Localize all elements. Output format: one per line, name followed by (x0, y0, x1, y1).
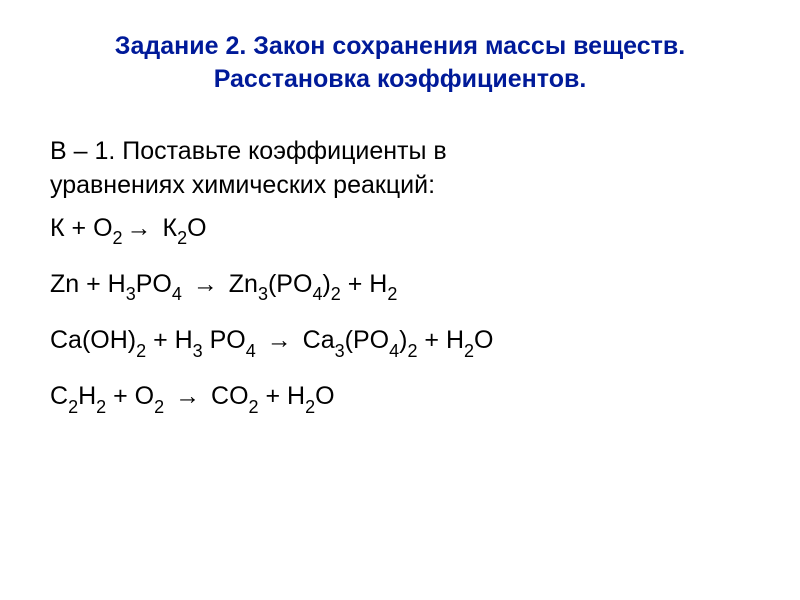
eq4-t6: + H (259, 382, 306, 410)
eq1-rhs-a: К (156, 214, 178, 242)
intro-text: В – 1. Поставьте коэффициенты в уравнени… (50, 135, 750, 203)
eq3-s2: 3 (193, 341, 203, 361)
eq3-s4: 3 (335, 341, 345, 361)
equation-3: Ca(OH)2 + H3 PO4 → Ca3(PO4)2 + H2O (50, 323, 750, 361)
eq3-s7: 2 (464, 341, 474, 361)
eq1-lhs-b: O (93, 214, 112, 242)
eq3-s1: 2 (136, 341, 146, 361)
eq2-s6: 2 (387, 284, 397, 304)
intro-line2: уравнениях химических реакций: (50, 171, 435, 199)
arrow-icon: → (189, 267, 222, 302)
eq2-t7: + H (341, 270, 388, 298)
eq3-s6: 2 (407, 341, 417, 361)
eq4-t7: O (315, 382, 334, 410)
eq2-s5: 2 (331, 284, 341, 304)
title-line1: Задание 2. Закон сохранения массы вещест… (115, 32, 685, 60)
eq2-s4: 4 (312, 284, 322, 304)
eq2-s2: 4 (172, 284, 182, 304)
eq4-s1: 2 (68, 397, 78, 417)
eq3-s5: 4 (389, 341, 399, 361)
eq2-t2: PO (136, 270, 172, 298)
eq4-s5: 2 (305, 397, 315, 417)
eq2-s3: 3 (258, 284, 268, 304)
eq3-t6: (PO (345, 326, 389, 354)
eq3-s3: 4 (246, 341, 256, 361)
eq4-t3: + O (106, 382, 154, 410)
eq3-t8: + H (417, 326, 464, 354)
arrow-icon: → (171, 379, 204, 414)
eq2-t4: Zn (222, 270, 258, 298)
eq4-t1: C (50, 382, 68, 410)
eq4-t4 (164, 382, 171, 410)
eq1-rhs-b: О (187, 214, 206, 242)
eq3-t3: PO (203, 326, 246, 354)
eq4-t5: CO (204, 382, 248, 410)
eq4-t2: H (78, 382, 96, 410)
arrow-icon: → (123, 211, 156, 246)
eq1-rhs-a-sub: 2 (177, 228, 187, 248)
eq3-t4 (256, 326, 263, 354)
eq1-plus: + (65, 214, 94, 242)
intro-line1: В – 1. Поставьте коэффициенты в (50, 137, 447, 165)
eq2-t6: ) (322, 270, 330, 298)
equation-4: C2H2 + O2 → CO2 + H2O (50, 379, 750, 417)
eq3-t5: Ca (296, 326, 335, 354)
eq4-s3: 2 (154, 397, 164, 417)
eq3-t2: + H (146, 326, 193, 354)
eq1-lhs-a: К (50, 214, 65, 242)
eq2-s1: 3 (126, 284, 136, 304)
title-line2: Расстановка коэффициентов. (214, 65, 587, 93)
eq2-t1: Zn + H (50, 270, 126, 298)
equation-2: Zn + H3PO4 → Zn3(PO4)2 + H2 (50, 267, 750, 305)
eq3-t9: O (474, 326, 493, 354)
arrow-icon: → (263, 323, 296, 358)
eq2-t5: (PO (268, 270, 312, 298)
eq4-s4: 2 (249, 397, 259, 417)
eq1-lhs-b-sub: 2 (113, 228, 123, 248)
eq2-t3 (182, 270, 189, 298)
eq3-t1: Ca(OH) (50, 326, 136, 354)
eq4-s2: 2 (96, 397, 106, 417)
equation-1: К + O2 → К2О (50, 211, 750, 249)
task-title: Задание 2. Закон сохранения массы вещест… (50, 30, 750, 95)
